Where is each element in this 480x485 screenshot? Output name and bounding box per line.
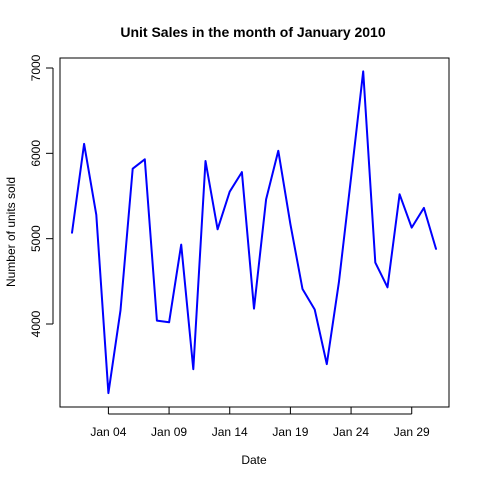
x-tick-label: Jan 14 — [212, 425, 248, 439]
sales-line — [71, 70, 437, 395]
x-tick-label: Jan 09 — [151, 425, 187, 439]
chart-title: Unit Sales in the month of January 2010 — [120, 24, 386, 40]
y-axis: 4000 5000 6000 7000 — [29, 54, 54, 337]
y-axis-label: Number of units sold — [4, 177, 18, 287]
x-tick-label: Jan 04 — [90, 425, 126, 439]
x-tick-label: Jan 19 — [272, 425, 308, 439]
x-axis-label: Date — [241, 453, 267, 467]
x-tick-label: Jan 29 — [394, 425, 430, 439]
plot-frame — [59, 57, 450, 408]
y-tick-label: 6000 — [29, 140, 43, 167]
series-layer — [71, 70, 437, 395]
y-tick-label: 5000 — [29, 225, 43, 252]
y-tick-label: 4000 — [29, 310, 43, 337]
y-tick-label: 7000 — [29, 54, 43, 81]
x-axis: Jan 04 Jan 09 Jan 14 Jan 19 Jan 24 Jan 29 — [90, 407, 430, 439]
x-tick-label: Jan 24 — [333, 425, 369, 439]
